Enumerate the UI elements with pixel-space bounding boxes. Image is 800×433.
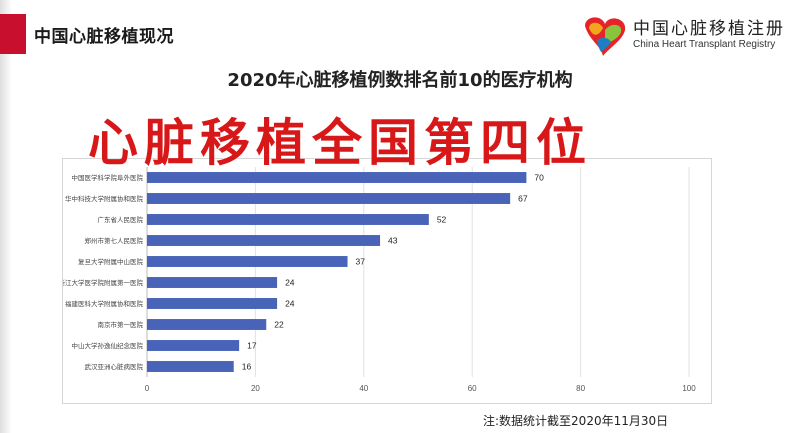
value-label: 37 — [356, 257, 366, 267]
x-tick-label: 40 — [359, 384, 368, 393]
value-label: 70 — [534, 173, 544, 183]
value-label: 43 — [388, 236, 398, 246]
category-label: 中山大学孙逸仙纪念医院 — [72, 341, 144, 350]
bar — [147, 256, 348, 267]
bar — [147, 319, 267, 330]
value-label: 67 — [518, 194, 528, 204]
logo-english-text: China Heart Transplant Registry — [633, 39, 776, 50]
footnote: 注:数据统计截至2020年11月30日 — [483, 414, 669, 428]
chart-title: 2020年心脏移植例数排名前10的医疗机构 — [227, 70, 573, 91]
category-label: 福建医科大学附属协和医院 — [65, 299, 144, 308]
x-tick-label: 100 — [682, 384, 696, 393]
section-title: 中国心脏移植现况 — [34, 26, 174, 47]
category-label: 南京市第一医院 — [98, 320, 144, 329]
category-label: 广东省人民医院 — [98, 215, 144, 224]
x-tick-label: 60 — [468, 384, 477, 393]
value-label: 52 — [437, 215, 447, 225]
category-label: 复旦大学附属中山医院 — [78, 257, 144, 266]
value-label: 17 — [247, 341, 257, 351]
category-label: 华中科技大学附属协和医院 — [65, 194, 144, 203]
bar — [147, 193, 511, 204]
bar — [147, 298, 278, 309]
value-label: 16 — [242, 362, 252, 372]
value-label: 24 — [285, 278, 295, 288]
section-header: 中国心脏移植现况 — [0, 14, 260, 54]
category-label: 中国医学科学院阜外医院 — [72, 173, 144, 182]
header-accent-bar — [0, 14, 26, 54]
bar — [147, 235, 381, 246]
logo-chinese-text: 中国心脏移植注册 — [633, 19, 785, 39]
x-tick-label: 0 — [145, 384, 150, 393]
chart-panel: 0 20 40 60 80 100 中国医学科学院阜外医院 70 华中科技大学附属协和医院 67 广… — [62, 158, 712, 404]
bar — [147, 172, 527, 183]
category-label: 武汉亚洲心脏病医院 — [85, 362, 144, 371]
bar — [147, 214, 429, 225]
heart-logo-icon — [585, 17, 626, 56]
bar — [147, 340, 240, 351]
photo-shadow — [0, 0, 12, 433]
registry-logo: 中国心脏移植注册 China Heart Transplant Registry — [575, 10, 795, 60]
value-label: 24 — [285, 299, 295, 309]
bar — [147, 361, 234, 372]
x-tick-label: 20 — [251, 384, 260, 393]
overlay-headline: 心脏移植全国第四位 — [88, 113, 592, 172]
value-label: 22 — [274, 320, 284, 330]
bar — [147, 277, 278, 288]
category-label: 浙江大学医学院附属第一医院 — [63, 278, 144, 287]
x-tick-label: 80 — [576, 384, 585, 393]
category-label: 郑州市第七人民医院 — [85, 236, 144, 245]
bar-chart: 0 20 40 60 80 100 中国医学科学院阜外医院 70 华中科技大学附属协和医院 67 广… — [63, 167, 696, 393]
